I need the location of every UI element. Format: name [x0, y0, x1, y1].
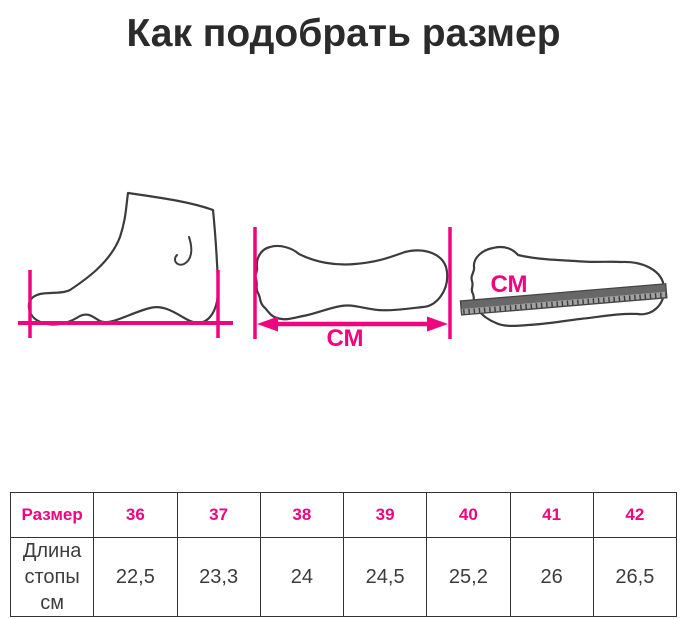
- cm-label: СМ: [326, 325, 363, 352]
- size-cell: 38: [259, 492, 345, 538]
- size-cell: 37: [176, 492, 261, 538]
- length-row: Длина стопы см 22,5 23,3 24 24,5 25,2 26…: [9, 537, 678, 617]
- size-cell: 41: [509, 492, 594, 538]
- size-row: Размер 36 37 38 39 40 41 42: [9, 492, 678, 538]
- length-cell: 23,3: [176, 537, 261, 617]
- size-table: Размер 36 37 38 39 40 41 42 Длина стопы …: [9, 492, 678, 617]
- width-arrow: [257, 316, 448, 332]
- ankle-bone-mark: [174, 236, 193, 266]
- size-row-header: Размер: [9, 492, 95, 538]
- length-cell: 25,2: [426, 537, 511, 617]
- length-row-header: Длина стопы см: [9, 537, 95, 617]
- length-cell: 26: [509, 537, 594, 617]
- cm-label: СМ: [490, 271, 527, 298]
- ruler: [459, 283, 668, 316]
- length-cell: 24: [259, 537, 345, 617]
- page-title: Как подобрать размер: [126, 12, 561, 55]
- length-cell: 26,5: [592, 537, 678, 617]
- foot-sole-arrow-figure: СМ: [253, 227, 452, 352]
- size-cell: 39: [342, 492, 428, 538]
- foot-sole-ruler-figure: СМ: [459, 245, 668, 327]
- footprint-outline: [254, 244, 449, 321]
- size-cell: 42: [592, 492, 678, 538]
- size-cell: 40: [426, 492, 511, 538]
- length-cell: 22,5: [93, 537, 178, 617]
- size-cell: 36: [93, 492, 178, 538]
- length-cell: 24,5: [342, 537, 428, 617]
- foot-side-view-figure: [18, 191, 233, 338]
